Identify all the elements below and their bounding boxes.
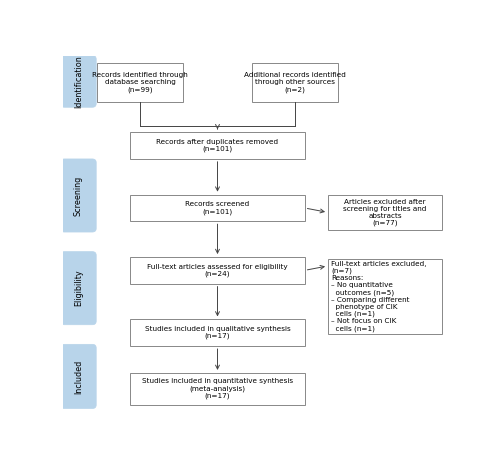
FancyBboxPatch shape: [60, 252, 96, 325]
FancyBboxPatch shape: [130, 194, 304, 221]
Text: Studies included in qualitative synthesis
(n=17): Studies included in qualitative synthesi…: [144, 326, 290, 339]
Text: Full-text articles assessed for eligibility
(n=24): Full-text articles assessed for eligibil…: [147, 263, 288, 277]
Text: Records screened
(n=101): Records screened (n=101): [186, 201, 250, 215]
Text: Records after duplicates removed
(n=101): Records after duplicates removed (n=101): [156, 139, 278, 152]
Text: Included: Included: [74, 359, 83, 394]
FancyBboxPatch shape: [252, 63, 338, 102]
FancyBboxPatch shape: [130, 319, 304, 346]
FancyBboxPatch shape: [60, 344, 96, 408]
Text: Identification: Identification: [74, 55, 83, 108]
FancyBboxPatch shape: [328, 194, 442, 230]
FancyBboxPatch shape: [60, 56, 96, 107]
FancyBboxPatch shape: [60, 159, 96, 232]
FancyBboxPatch shape: [130, 373, 304, 405]
Text: Eligibility: Eligibility: [74, 270, 83, 307]
FancyBboxPatch shape: [130, 257, 304, 284]
FancyBboxPatch shape: [98, 63, 182, 102]
Text: Articles excluded after
screening for titles and
abstracts
(n=77): Articles excluded after screening for ti…: [344, 199, 427, 226]
Text: Full-text articles excluded,
(n=7)
Reasons:
– No quantitative
  outcomes (n=5)
–: Full-text articles excluded, (n=7) Reaso…: [331, 261, 426, 332]
FancyBboxPatch shape: [130, 132, 304, 159]
Text: Records identified through
database searching
(n=99): Records identified through database sear…: [92, 72, 188, 93]
Text: Screening: Screening: [74, 175, 83, 216]
Text: Studies included in quantitative synthesis
(meta-analysis)
(n=17): Studies included in quantitative synthes…: [142, 378, 293, 400]
Text: Additional records identified
through other sources
(n=2): Additional records identified through ot…: [244, 72, 346, 93]
FancyBboxPatch shape: [328, 259, 442, 334]
